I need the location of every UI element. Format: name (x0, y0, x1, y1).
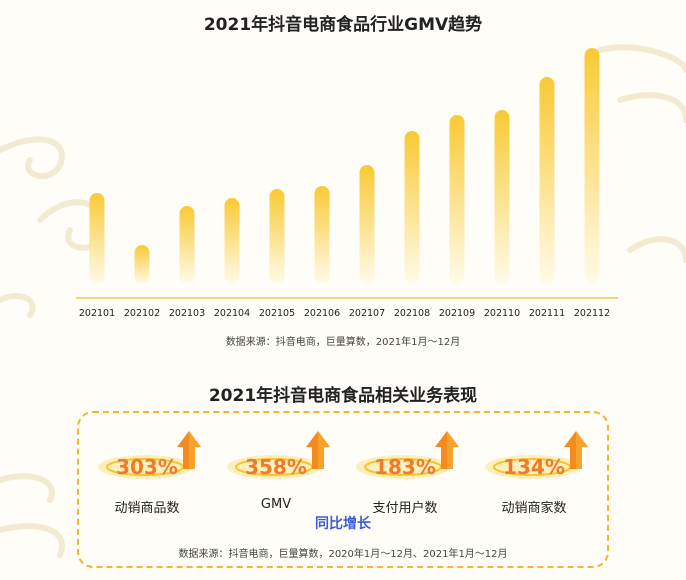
section-title: 2021年抖音电商食品相关业务表现 (208, 386, 478, 406)
metric-label: GMV (260, 497, 292, 512)
bar-202108 (404, 131, 420, 284)
metric-card: 183% 支付用户数 (355, 425, 475, 525)
bar-202111 (539, 77, 555, 284)
x-tick-label: 202109 (439, 308, 475, 319)
x-tick-label: 202103 (169, 308, 205, 319)
bar-202103 (179, 206, 195, 284)
bar-202109 (449, 115, 465, 284)
x-tick-label: 202111 (529, 308, 565, 319)
growth-arrow-icon (98, 431, 201, 479)
metric-card: 303% 动销商品数 (97, 425, 217, 525)
x-tick-label: 202110 (484, 308, 520, 319)
yoy-label: 同比增长 (315, 516, 371, 532)
x-tick-label: 202104 (214, 308, 250, 319)
x-tick-label: 202107 (349, 308, 385, 319)
bar-202102 (134, 245, 150, 284)
x-tick-label: 202105 (259, 308, 295, 319)
chart-title: 2021年抖音电商食品行业GMV趋势 (203, 15, 483, 35)
bar-202110 (494, 110, 510, 284)
metric-card: 134% 动销商家数 (484, 425, 604, 525)
metrics-panel (77, 411, 609, 568)
bar-202104 (224, 198, 240, 284)
x-tick-label: 202112 (574, 308, 610, 319)
metric-label: 动销商家数 (501, 501, 567, 516)
bar-202112 (584, 48, 600, 284)
gmv-bar-chart: 202101 202102 202103 202104 202105 202106 2021… (76, 48, 618, 319)
bar-202105 (269, 189, 285, 284)
bar-202101 (89, 193, 105, 284)
section-source: 数据来源：抖音电商，巨量算数，2020年1月～12月、2021年1月～12月 (178, 549, 508, 560)
x-tick-label: 202108 (394, 308, 430, 319)
metric-value: 358% (245, 455, 307, 479)
metric-value: 303% (116, 455, 178, 479)
metric-value: 183% (374, 455, 436, 479)
metric-label: 支付用户数 (372, 501, 438, 516)
growth-arrow-icon (356, 431, 459, 479)
x-tick-label: 202101 (79, 308, 115, 319)
metric-card: 358% GMV (226, 425, 346, 525)
bar-202106 (314, 186, 330, 284)
x-tick-label: 202102 (124, 308, 160, 319)
metric-label: 动销商品数 (114, 501, 180, 516)
metric-value: 134% (503, 455, 565, 479)
chart-source: 数据来源：抖音电商，巨量算数，2021年1月～12月 (225, 337, 461, 348)
growth-arrow-icon (227, 431, 330, 479)
growth-arrow-icon (485, 431, 588, 479)
bar-202107 (359, 165, 375, 284)
x-tick-label: 202106 (304, 308, 340, 319)
